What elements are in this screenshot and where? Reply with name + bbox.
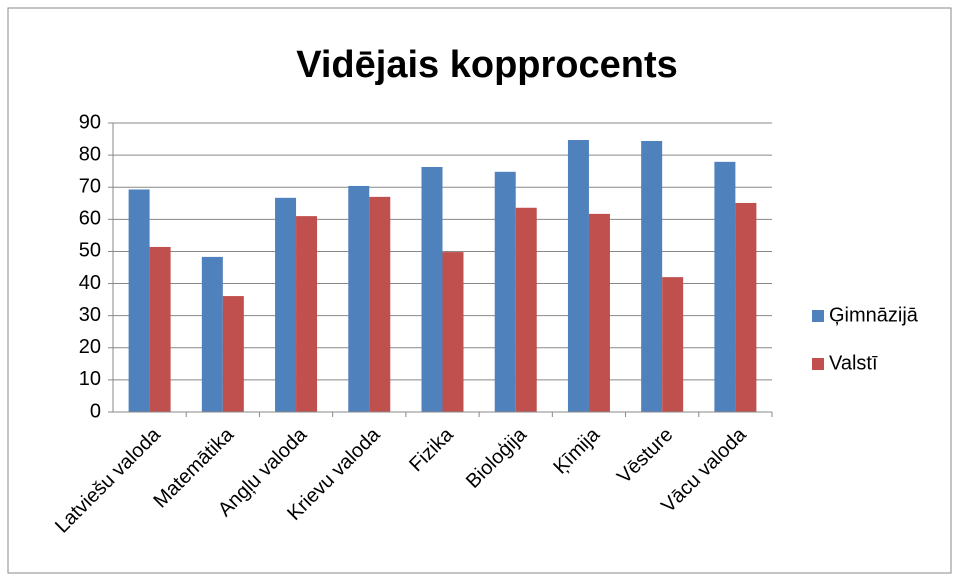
y-tick-label: 40 bbox=[79, 272, 101, 294]
bar bbox=[494, 171, 516, 412]
y-tick-label: 30 bbox=[79, 304, 101, 326]
legend-swatch bbox=[812, 358, 824, 370]
bar bbox=[421, 166, 443, 412]
y-tick-label: 70 bbox=[79, 176, 101, 198]
y-tick-label: 80 bbox=[79, 143, 101, 165]
bar bbox=[201, 256, 223, 412]
bar bbox=[714, 161, 736, 412]
y-tick-label: 20 bbox=[79, 336, 101, 358]
bar bbox=[442, 252, 464, 412]
bar bbox=[348, 185, 370, 412]
bar bbox=[588, 213, 610, 412]
bar bbox=[296, 216, 318, 412]
legend-label: Valstī bbox=[829, 352, 878, 374]
legend-label: Ģimnāzijā bbox=[829, 304, 919, 326]
bar bbox=[735, 202, 757, 412]
bar bbox=[662, 277, 684, 412]
y-tick-label: 60 bbox=[79, 208, 101, 230]
bar bbox=[275, 197, 297, 412]
bar bbox=[128, 189, 150, 412]
bar bbox=[641, 140, 663, 412]
chart-title: Vidējais kopprocents bbox=[296, 44, 678, 86]
legend-swatch bbox=[812, 310, 824, 322]
bar bbox=[369, 196, 391, 412]
bar bbox=[222, 296, 244, 412]
y-tick-label: 10 bbox=[79, 368, 101, 390]
bar bbox=[515, 207, 537, 412]
bar bbox=[567, 140, 589, 412]
y-tick-label: 0 bbox=[90, 400, 101, 422]
y-tick-label: 50 bbox=[79, 240, 101, 262]
bar bbox=[149, 246, 171, 412]
y-tick-label: 90 bbox=[79, 111, 101, 133]
